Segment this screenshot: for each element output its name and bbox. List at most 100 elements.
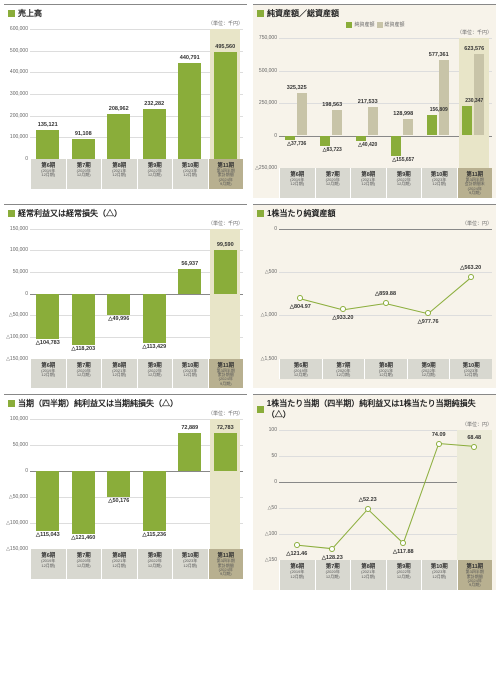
bar-total-assets [297, 93, 307, 135]
bar [214, 250, 237, 293]
x-axis-cell: 第10期(2023年12月期) [172, 159, 208, 189]
chart-title: 純資産額／総資産額 [267, 8, 339, 19]
x-axis-cell: 第9期(2022年12月期) [137, 549, 173, 579]
bar-value: 325,325 [279, 85, 315, 91]
x-axis-cell: 第7期(2020年12月期) [66, 159, 102, 189]
bar-slot: 198,563△83,723 [315, 38, 351, 168]
bar-value: 230,347 [457, 98, 493, 104]
bar-net-assets [356, 136, 366, 141]
x-axis-cell: 第6期(2019年12月期) [279, 359, 322, 380]
bar [107, 471, 130, 497]
data-point [471, 444, 477, 450]
point-value: △52.23 [346, 497, 389, 503]
x-axis-cell: 第9期(2022年12月期) [137, 159, 173, 189]
chart-title: 売上高 [18, 8, 42, 19]
x-axis-cell: 第9期(2022年12月期) [407, 359, 450, 380]
point-value: 68.48 [453, 435, 496, 441]
data-point [468, 274, 474, 280]
unit-label: （単位：千円） [4, 20, 247, 27]
bar-slot: △115,043 [30, 419, 66, 549]
x-axis-cell: 第6期(2019年12月期) [30, 549, 66, 579]
bar-net-assets [462, 106, 472, 136]
x-axis-cell: 第8期(2021年12月期) [350, 560, 386, 590]
title-marker [257, 10, 264, 17]
bar-slot: 72,783 [208, 419, 244, 549]
bar-slot: 232,282 [137, 29, 173, 159]
bar-slot: △50,176 [101, 419, 137, 549]
point-value: △128.23 [311, 555, 354, 561]
x-axis-cell: 第7期(2020年12月期) [315, 168, 351, 198]
bar-value: △113,429 [137, 344, 173, 350]
chart-title: 当期（四半期）純利益又は当期純損失（△） [18, 398, 178, 409]
data-point [297, 295, 303, 301]
bar-slot: △115,236 [137, 419, 173, 549]
bar [178, 433, 201, 471]
chart-panel: 1株当たり当期（四半期）純利益又は1株当たり当期純損失（△）（単位：円）1005… [253, 394, 496, 590]
bar-net-assets [285, 136, 295, 141]
bar-slot: 208,962 [101, 29, 137, 159]
point-value: △859.88 [364, 291, 407, 297]
bar-value: 232,282 [137, 101, 173, 107]
x-axis-cell: 第8期(2021年12月期) [101, 549, 137, 579]
x-axis-cell: 第11期第3四半期累計期間(2024年9月期) [208, 159, 244, 189]
title-marker [8, 400, 15, 407]
chart-title: 1株当たり当期（四半期）純利益又は1株当たり当期純損失（△） [267, 398, 492, 420]
bar [143, 109, 166, 159]
bar [214, 433, 237, 471]
bar-slot: 128,998△155,657 [386, 38, 422, 168]
bar-value: 198,563 [315, 102, 351, 108]
bar-net-assets [391, 136, 401, 156]
bar-value: △118,203 [66, 346, 102, 352]
bar [178, 63, 201, 159]
x-axis: 第6期(2019年12月期)第7期(2020年12月期)第8期(2021年12月… [279, 168, 492, 198]
x-axis-cell: 第7期(2020年12月期) [66, 359, 102, 389]
bar [178, 269, 201, 294]
plot-area: 600,000500,000400,000300,000200,000100,0… [30, 29, 243, 159]
x-axis-cell: 第6期(2019年12月期) [279, 560, 315, 590]
data-point [436, 441, 442, 447]
data-point [294, 542, 300, 548]
bar-slot: 325,325 △37,736 [279, 38, 315, 168]
bar-value: 495,560 [208, 44, 244, 50]
chart-panel: 当期（四半期）純利益又は当期純損失（△）（単位：千円）100,00050,000… [4, 394, 247, 590]
x-axis-cell: 第9期(2022年12月期) [386, 560, 422, 590]
bar-value: 99,590 [208, 242, 244, 248]
title-marker [8, 10, 15, 17]
data-point [383, 300, 389, 306]
chart-panel: 経常利益又は経常損失（△）（単位：千円） 150,000100,00050,000… [4, 204, 247, 389]
bar-value: △115,236 [137, 532, 173, 538]
bar-value: 440,791 [172, 55, 208, 61]
x-axis: 第6期(2019年12月期)第7期(2020年12月期)第8期(2021年12月… [30, 359, 243, 389]
chart-title: 経常利益又は経常損失（△） [18, 208, 122, 219]
bar-value: △37,736 [279, 141, 315, 147]
x-axis-cell: 第10期(2023年12月期) [172, 359, 208, 389]
bar-value: 156,809 [421, 107, 457, 113]
bar [72, 471, 95, 534]
bar [36, 130, 59, 159]
point-value: △117.88 [382, 549, 425, 555]
unit-label: （単位：円） [253, 421, 496, 428]
x-axis-cell: 第7期(2020年12月期) [322, 359, 365, 380]
bar-value: △115,043 [30, 532, 66, 538]
bar-slot: △121,460 [66, 419, 102, 549]
legend: 純資産額総資産額 [253, 20, 496, 29]
bar-value: 577,361 [421, 52, 457, 58]
bar-slot: 72,889 [172, 419, 208, 549]
x-axis-cell: 第11期第3四半期累計期間(2024年9月期) [457, 560, 493, 590]
plot-area: 150,000100,00050,0000△50,000△100,000△150… [30, 229, 243, 359]
bar-value: 91,108 [66, 131, 102, 137]
point-value: △563.20 [449, 265, 492, 271]
plot-area: 0△500△1,000△1,500△804.97△933.20△859.88△9… [279, 229, 492, 359]
data-point [329, 546, 335, 552]
x-axis-cell: 第11期第3四半期累計期間(2024年9月期) [208, 549, 244, 579]
x-axis: 第6期(2019年12月期)第7期(2020年12月期)第8期(2021年12月… [279, 359, 492, 380]
bar [107, 294, 130, 316]
bar [214, 52, 237, 159]
bar-value: △49,996 [101, 316, 137, 322]
plot-area: 100,00050,0000△50,000△100,000△150,000△11… [30, 419, 243, 549]
plot-area: 100500△50△100△150△121.46△128.23△52.23△11… [279, 430, 492, 560]
x-axis-cell: 第11期第3四半期会計期間末(2024年9月期) [457, 168, 493, 198]
unit-label: （単位：千円） [4, 220, 247, 227]
bar-value: △50,176 [101, 498, 137, 504]
title-marker [8, 210, 15, 217]
